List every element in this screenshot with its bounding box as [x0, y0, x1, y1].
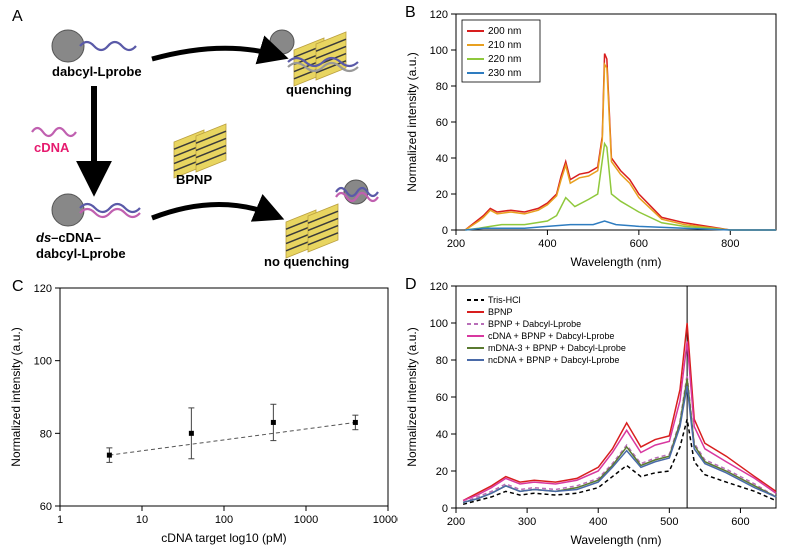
svg-text:no quenching: no quenching [264, 254, 349, 269]
svg-text:Wavelength (nm): Wavelength (nm) [571, 255, 662, 269]
svg-text:ncDNA + BPNP + Dabcyl-Lprobe: ncDNA + BPNP + Dabcyl-Lprobe [488, 355, 619, 365]
svg-text:200 nm: 200 nm [488, 26, 521, 37]
svg-text:Wavelength (nm): Wavelength (nm) [571, 533, 662, 547]
svg-text:40: 40 [436, 153, 448, 165]
svg-text:0: 0 [442, 225, 448, 237]
svg-text:BPNP: BPNP [176, 172, 212, 187]
svg-text:120: 120 [430, 281, 448, 293]
svg-text:10: 10 [136, 514, 148, 526]
svg-text:500: 500 [660, 516, 678, 528]
svg-text:ds–cDNA–: ds–cDNA– [36, 230, 101, 245]
svg-text:20: 20 [436, 189, 448, 201]
svg-text:210 nm: 210 nm [488, 40, 521, 51]
svg-text:80: 80 [40, 428, 52, 440]
panel-label-a: A [12, 8, 23, 26]
svg-text:0: 0 [442, 503, 448, 515]
svg-text:dabcyl-Lprobe: dabcyl-Lprobe [36, 246, 126, 261]
svg-text:Normalized intensity (a.u.): Normalized intensity (a.u.) [405, 327, 419, 466]
panel-b: 200 400 600 800 0 20 40 60 80 100 120 Wavelength (n… [400, 4, 786, 274]
svg-text:200: 200 [447, 516, 465, 528]
svg-text:300: 300 [518, 516, 536, 528]
svg-text:20: 20 [436, 466, 448, 478]
svg-text:quenching: quenching [286, 82, 352, 97]
svg-text:80: 80 [436, 81, 448, 93]
svg-text:220 nm: 220 nm [488, 54, 521, 65]
svg-text:10000: 10000 [373, 514, 398, 526]
svg-text:100: 100 [430, 318, 448, 330]
svg-text:60: 60 [436, 392, 448, 404]
svg-text:100: 100 [215, 514, 233, 526]
svg-text:200: 200 [447, 238, 465, 250]
svg-text:Normalized intensity (a.u.): Normalized intensity (a.u.) [405, 52, 419, 191]
svg-text:mDNA-3 + BPNP + Dabcyl-Lprobe: mDNA-3 + BPNP + Dabcyl-Lprobe [488, 343, 626, 353]
svg-text:1: 1 [57, 514, 63, 526]
svg-text:60: 60 [40, 501, 52, 513]
svg-text:120: 120 [34, 283, 52, 295]
panel-a: dabcyl-LprobequenchingcDNABPNPds–cDNA–da… [24, 14, 394, 274]
svg-text:BPNP + Dabcyl-Lprobe: BPNP + Dabcyl-Lprobe [488, 319, 581, 329]
svg-text:120: 120 [430, 9, 448, 21]
svg-text:Normalized intensity (a.u.): Normalized intensity (a.u.) [9, 327, 23, 466]
svg-text:400: 400 [538, 238, 556, 250]
svg-text:1000: 1000 [294, 514, 318, 526]
svg-text:400: 400 [589, 516, 607, 528]
svg-text:dabcyl-Lprobe: dabcyl-Lprobe [52, 64, 142, 79]
svg-text:cDNA target log10 (pM): cDNA target log10 (pM) [161, 531, 286, 545]
svg-text:600: 600 [630, 238, 648, 250]
svg-text:60: 60 [436, 117, 448, 129]
svg-text:230 nm: 230 nm [488, 68, 521, 79]
svg-text:cDNA: cDNA [34, 140, 70, 155]
svg-text:Tris-HCl: Tris-HCl [488, 295, 521, 305]
svg-text:80: 80 [436, 355, 448, 367]
svg-text:BPNP: BPNP [488, 307, 513, 317]
svg-text:100: 100 [34, 356, 52, 368]
panel-c: 1 10 100 1000 10000 60 80 100 120 cDNA target log… [4, 278, 398, 550]
svg-text:800: 800 [721, 238, 739, 250]
panel-d: 200 300 400 500 600 0 20 40 60 80 100 120 Wavelength… [400, 276, 786, 552]
svg-text:cDNA + BPNP + Dabcyl-Lprobe: cDNA + BPNP + Dabcyl-Lprobe [488, 331, 614, 341]
svg-text:600: 600 [731, 516, 749, 528]
svg-text:100: 100 [430, 45, 448, 57]
svg-text:40: 40 [436, 429, 448, 441]
